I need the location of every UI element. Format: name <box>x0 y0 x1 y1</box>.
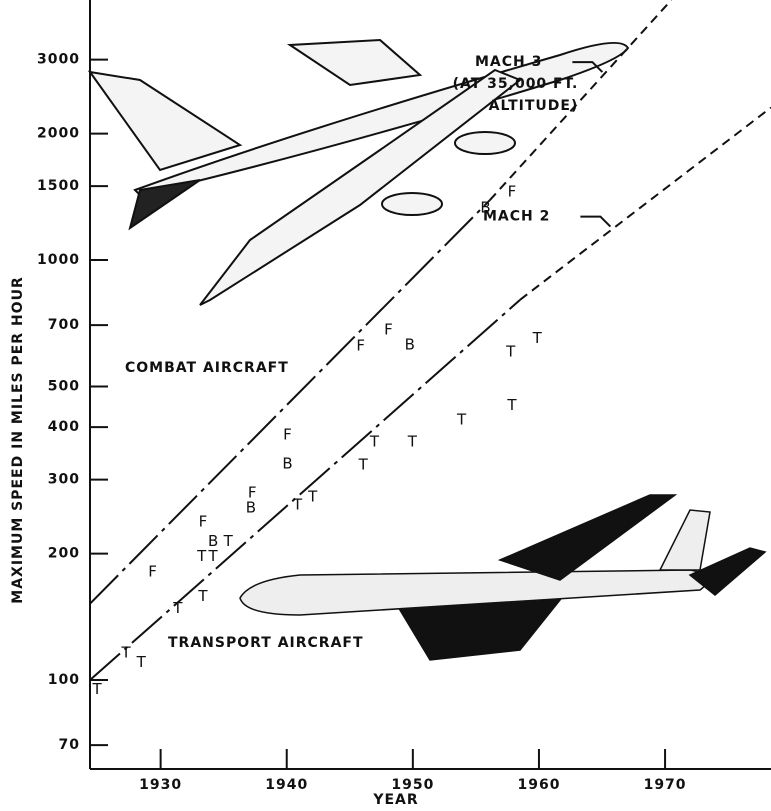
aircraft-point: B <box>282 454 293 472</box>
aircraft-point: T <box>369 432 380 450</box>
aircraft-point: F <box>508 183 518 201</box>
mach-label: MACH 3 <box>475 54 542 70</box>
aircraft-point: B <box>246 498 257 516</box>
y-tick-label: 3000 <box>37 52 80 68</box>
aircraft-point: B <box>405 336 416 354</box>
trend-line <box>489 0 673 201</box>
transport-plane-illustration <box>239 494 767 661</box>
aircraft-point: F <box>356 337 366 355</box>
aircraft-point: T <box>208 547 219 565</box>
aircraft-point: T <box>505 342 516 360</box>
x-tick-label: 1930 <box>139 777 182 793</box>
y-tick-label: 1000 <box>37 252 80 268</box>
aircraft-point: T <box>91 680 102 698</box>
mach-arrow <box>572 61 604 73</box>
aircraft-point: F <box>148 562 158 580</box>
combat-plane-illustration <box>87 38 630 306</box>
y-axis-label: MAXIMUM SPEED IN MILES PER HOUR <box>10 276 26 603</box>
aircraft-point: T <box>532 329 543 347</box>
trend-line <box>89 299 521 681</box>
aircraft-point: B <box>480 199 491 217</box>
aircraft-point: T <box>136 653 147 671</box>
region-label: TRANSPORT AIRCRAFT <box>168 635 364 651</box>
trend-line <box>89 199 491 605</box>
aircraft-point: T <box>223 532 234 550</box>
trend-line <box>519 106 771 301</box>
aircraft-point: F <box>248 483 258 501</box>
y-tick-label: 500 <box>48 378 80 394</box>
aircraft-point: F <box>384 321 394 339</box>
aircraft-point: T <box>172 599 183 617</box>
y-tick-label: 200 <box>48 546 80 562</box>
x-tick-label: 1970 <box>644 777 687 793</box>
y-tick-label: 70 <box>59 737 80 753</box>
y-tick-label: 700 <box>48 317 80 333</box>
aircraft-point: T <box>407 432 418 450</box>
mach-label: (AT 35,000 FT. <box>453 76 579 92</box>
y-tick-label: 100 <box>48 672 80 688</box>
y-tick-label: 300 <box>48 472 80 488</box>
y-tick-label: 400 <box>48 419 80 435</box>
mach-label: MACH 2 <box>483 209 550 225</box>
region-label: COMBAT AIRCRAFT <box>125 360 289 376</box>
aircraft-point: T <box>506 396 517 414</box>
aircraft-point: B <box>208 532 219 550</box>
aircraft-point: T <box>358 456 369 474</box>
aircraft-point: T <box>307 487 318 505</box>
aircraft-point: T <box>197 587 208 605</box>
aircraft-point: T <box>292 496 303 514</box>
mach-arrow <box>580 215 612 228</box>
x-tick-label: 1960 <box>517 777 560 793</box>
x-tick-label: 1940 <box>265 777 308 793</box>
y-tick-label: 2000 <box>37 126 80 142</box>
aircraft-point: F <box>283 426 293 444</box>
x-tick-label: 1950 <box>391 777 434 793</box>
aircraft-point: T <box>196 547 207 565</box>
x-axis-label: YEAR <box>372 792 418 808</box>
y-tick-label: 1500 <box>37 178 80 194</box>
aircraft-point: T <box>456 411 467 429</box>
aircraft-point: F <box>199 512 209 530</box>
aircraft-point: T <box>120 643 131 661</box>
mach-label: ALTITUDE) <box>489 98 579 114</box>
